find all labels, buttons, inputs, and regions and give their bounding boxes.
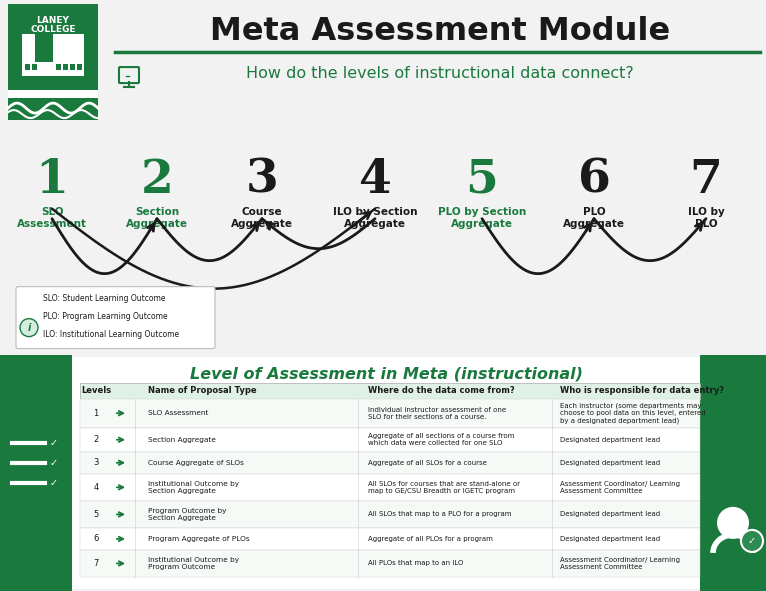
FancyBboxPatch shape xyxy=(70,64,75,70)
Circle shape xyxy=(20,319,38,337)
Text: Level of Assessment in Meta (instructional): Level of Assessment in Meta (instruction… xyxy=(189,366,582,382)
Text: 5: 5 xyxy=(93,510,99,519)
Text: Institutional Outcome by
Program Outcome: Institutional Outcome by Program Outcome xyxy=(148,557,239,570)
Text: 2: 2 xyxy=(93,435,99,444)
FancyBboxPatch shape xyxy=(80,428,700,452)
FancyBboxPatch shape xyxy=(77,64,82,70)
Text: Aggregate of all sections of a course from
which data were collected for one SLO: Aggregate of all sections of a course fr… xyxy=(368,433,515,446)
Text: 2: 2 xyxy=(141,157,173,203)
Text: SLO Assessment: SLO Assessment xyxy=(148,410,208,416)
Text: PLO: Program Learning Outcome: PLO: Program Learning Outcome xyxy=(43,312,168,321)
Text: Individual instructor assessment of one
SLO for their sections of a course.: Individual instructor assessment of one … xyxy=(368,407,506,420)
Text: Designated department lead: Designated department lead xyxy=(560,511,660,517)
Text: Section
Aggregate: Section Aggregate xyxy=(126,207,188,229)
Text: ✓: ✓ xyxy=(50,438,58,448)
FancyBboxPatch shape xyxy=(700,355,766,591)
FancyBboxPatch shape xyxy=(80,550,700,577)
FancyBboxPatch shape xyxy=(32,64,37,70)
FancyBboxPatch shape xyxy=(63,64,68,70)
FancyBboxPatch shape xyxy=(8,106,98,120)
Text: Name of Proposal Type: Name of Proposal Type xyxy=(148,386,257,395)
Text: 7: 7 xyxy=(93,559,99,568)
Text: ILO: Institutional Learning Outcome: ILO: Institutional Learning Outcome xyxy=(43,330,179,339)
Circle shape xyxy=(717,507,749,539)
FancyBboxPatch shape xyxy=(8,90,98,98)
FancyBboxPatch shape xyxy=(22,34,84,76)
Circle shape xyxy=(741,530,763,552)
FancyBboxPatch shape xyxy=(80,501,700,528)
Text: Course
Aggregate: Course Aggregate xyxy=(231,207,293,229)
Text: SLO
Assessment: SLO Assessment xyxy=(17,207,87,229)
Text: Aggregate of all SLOs for a course: Aggregate of all SLOs for a course xyxy=(368,460,487,466)
FancyBboxPatch shape xyxy=(80,399,700,428)
Text: PLO
Aggregate: PLO Aggregate xyxy=(563,207,625,229)
Text: 3: 3 xyxy=(93,458,99,467)
Text: Course Aggregate of SLOs: Course Aggregate of SLOs xyxy=(148,460,244,466)
Text: All SLOs for courses that are stand-alone or
map to GE/CSU Breadth or IGETC prog: All SLOs for courses that are stand-alon… xyxy=(368,480,520,494)
FancyBboxPatch shape xyxy=(0,355,72,591)
FancyBboxPatch shape xyxy=(80,474,700,501)
Text: Each instructor (some departments may
choose to pool data on this level, entered: Each instructor (some departments may ch… xyxy=(560,402,705,424)
Text: All PLOs that map to an ILO: All PLOs that map to an ILO xyxy=(368,560,463,566)
Text: ✓: ✓ xyxy=(50,478,58,488)
Text: LANEY: LANEY xyxy=(37,16,70,25)
Text: 7: 7 xyxy=(689,157,722,203)
Text: SLO: Student Learning Outcome: SLO: Student Learning Outcome xyxy=(43,294,165,303)
Text: 4: 4 xyxy=(358,157,391,203)
FancyBboxPatch shape xyxy=(8,4,98,120)
FancyBboxPatch shape xyxy=(35,34,53,62)
Text: Where do the data come from?: Where do the data come from? xyxy=(368,386,515,395)
Text: Institutional Outcome by
Section Aggregate: Institutional Outcome by Section Aggrega… xyxy=(148,480,239,494)
Text: i: i xyxy=(28,323,31,333)
Text: Meta Assessment Module: Meta Assessment Module xyxy=(210,16,670,47)
FancyBboxPatch shape xyxy=(25,64,30,70)
Text: Assessment Coordinator/ Learning
Assessment Committee: Assessment Coordinator/ Learning Assessm… xyxy=(560,557,680,570)
Text: 1: 1 xyxy=(35,157,68,203)
Text: PLO by Section
Aggregate: PLO by Section Aggregate xyxy=(438,207,526,229)
FancyBboxPatch shape xyxy=(80,382,700,399)
Text: Program Aggregate of PLOs: Program Aggregate of PLOs xyxy=(148,536,250,542)
Text: Program Outcome by
Section Aggregate: Program Outcome by Section Aggregate xyxy=(148,508,227,521)
Text: Designated department lead: Designated department lead xyxy=(560,460,660,466)
Text: ILO by Section
Aggregate: ILO by Section Aggregate xyxy=(332,207,417,229)
FancyBboxPatch shape xyxy=(16,287,215,349)
Text: Aggregate of all PLOs for a program: Aggregate of all PLOs for a program xyxy=(368,536,493,542)
Text: Who is responsible for data entry?: Who is responsible for data entry? xyxy=(560,386,724,395)
Text: ✓: ✓ xyxy=(748,536,756,546)
Text: COLLEGE: COLLEGE xyxy=(30,25,76,34)
FancyBboxPatch shape xyxy=(72,356,700,589)
FancyBboxPatch shape xyxy=(56,64,61,70)
Text: 6: 6 xyxy=(93,534,99,543)
Text: Designated department lead: Designated department lead xyxy=(560,536,660,542)
Text: How do the levels of instructional data connect?: How do the levels of instructional data … xyxy=(246,66,634,81)
Text: ✓: ✓ xyxy=(50,458,58,468)
Text: 5: 5 xyxy=(466,157,499,203)
Text: Designated department lead: Designated department lead xyxy=(560,437,660,443)
Text: 3: 3 xyxy=(246,157,278,203)
Text: All SLOs that map to a PLO for a program: All SLOs that map to a PLO for a program xyxy=(368,511,512,517)
Text: Section Aggregate: Section Aggregate xyxy=(148,437,216,443)
Text: ILO by
PLO: ILO by PLO xyxy=(688,207,725,229)
Text: Assessment Coordinator/ Learning
Assessment Committee: Assessment Coordinator/ Learning Assessm… xyxy=(560,480,680,494)
FancyBboxPatch shape xyxy=(80,528,700,550)
Text: 6: 6 xyxy=(578,157,611,203)
Text: 4: 4 xyxy=(93,483,99,492)
Text: Levels: Levels xyxy=(81,386,111,395)
Text: 1: 1 xyxy=(93,409,99,418)
FancyBboxPatch shape xyxy=(80,452,700,474)
